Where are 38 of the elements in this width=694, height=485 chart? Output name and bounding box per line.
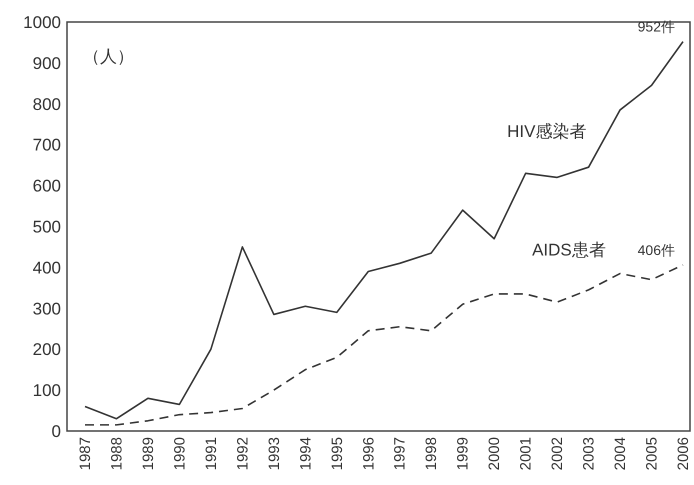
y-tick-label: 300	[32, 299, 61, 318]
x-tick-label: 1999	[454, 437, 472, 470]
x-tick-label: 2003	[580, 437, 598, 470]
x-tick-label: 1989	[140, 437, 157, 470]
x-tick-label: 1993	[266, 437, 283, 470]
y-tick-label: 700	[32, 136, 61, 155]
x-tick-label: 2004	[612, 437, 630, 470]
line-series	[84, 40, 684, 420]
y-tick-label: 200	[32, 340, 61, 360]
y-tick-label: 1000	[23, 13, 61, 32]
x-tick-label: 1997	[392, 437, 409, 470]
series-label: HIV感染者	[507, 122, 586, 142]
data-label: 406件	[638, 242, 675, 258]
x-tick-label: 2006	[675, 437, 692, 470]
series-label: AIDS患者	[532, 240, 606, 260]
x-tick-label: 1994	[297, 437, 314, 470]
line-series	[84, 264, 684, 426]
x-tick-label: 1996	[360, 437, 378, 470]
x-tick-label: 1988	[108, 437, 126, 470]
y-tick-label: 900	[32, 54, 61, 73]
x-tick-label: 2002	[549, 437, 566, 470]
y-tick-label: 100	[32, 381, 61, 400]
y-axis-title: （人）	[83, 47, 134, 66]
y-tick-label: 400	[32, 258, 61, 278]
x-tick-label: 2000	[486, 437, 504, 470]
x-tick-label: 2005	[644, 437, 661, 470]
x-tick-label: 1991	[202, 437, 220, 470]
x-tick-label: 1992	[234, 437, 252, 470]
y-tick-label: 0	[52, 422, 61, 441]
y-tick-label: 600	[32, 176, 61, 196]
x-tick-label: 2001	[518, 437, 535, 470]
data-label: 952件	[638, 18, 675, 35]
x-tick-label: 1990	[171, 437, 188, 470]
y-tick-label: 800	[32, 94, 61, 114]
x-tick-label: 1995	[328, 437, 346, 470]
x-tick-label: 1987	[77, 437, 94, 470]
x-tick-label: 1998	[423, 437, 440, 470]
y-tick-label: 500	[32, 218, 61, 236]
